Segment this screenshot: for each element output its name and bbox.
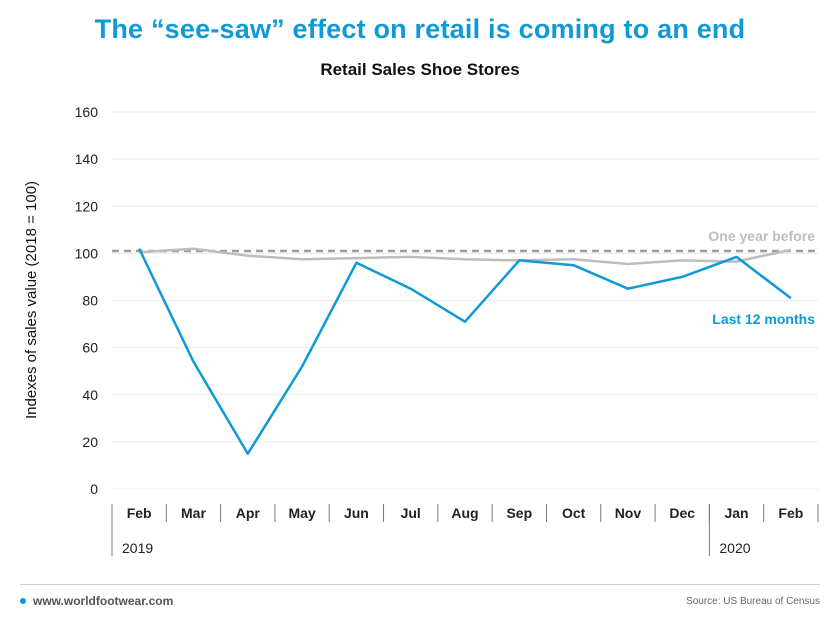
source-note: Source: US Bureau of Census [686,596,820,607]
chart-title: Retail Sales Shoe Stores [320,60,520,79]
x-tick-label: Nov [615,505,642,521]
year-label: 2020 [719,540,750,556]
series-line-last-12-months [138,248,792,455]
series-label-one-year-before: One year before [708,228,815,244]
x-tick-label: Apr [236,505,261,521]
line-chart: 0 20 40 60 80 100 120 140 160 Indexes of sales va… [23,104,819,556]
x-tick-label: May [288,505,315,521]
x-tick-label: Feb [127,505,152,521]
x-tick-label: Jun [344,505,369,521]
website-link[interactable]: www.worldfootwear.com [20,594,173,608]
y-tick-label: 100 [75,245,99,261]
y-tick-label: 160 [75,104,99,120]
y-tick-label: 20 [82,434,98,450]
website-text: www.worldfootwear.com [33,594,174,608]
footer-divider [20,584,820,585]
y-tick-label: 60 [82,340,98,356]
y-tick-label: 120 [75,198,99,214]
year-label: 2019 [122,540,153,556]
x-tick-label: Jan [724,505,748,521]
x-tick-label: Sep [506,505,532,521]
x-tick-label: Oct [562,505,586,521]
y-axis-label: Indexes of sales value (2018 = 100) [23,181,40,419]
y-tick-label: 80 [82,293,98,309]
bullet-dot-icon [20,597,26,604]
x-tick-label: Feb [778,505,803,521]
y-tick-label: 0 [90,481,98,497]
series-label-last-12-months: Last 12 months [712,311,815,327]
y-tick-label: 40 [82,387,98,403]
x-tick-label: Aug [451,505,478,521]
x-tick-label: Dec [669,505,695,521]
headline: The “see-saw” effect on retail is coming… [94,14,746,44]
y-tick-label: 140 [75,151,99,167]
x-tick-label: Jul [401,505,421,521]
x-tick-label: Mar [181,505,206,521]
